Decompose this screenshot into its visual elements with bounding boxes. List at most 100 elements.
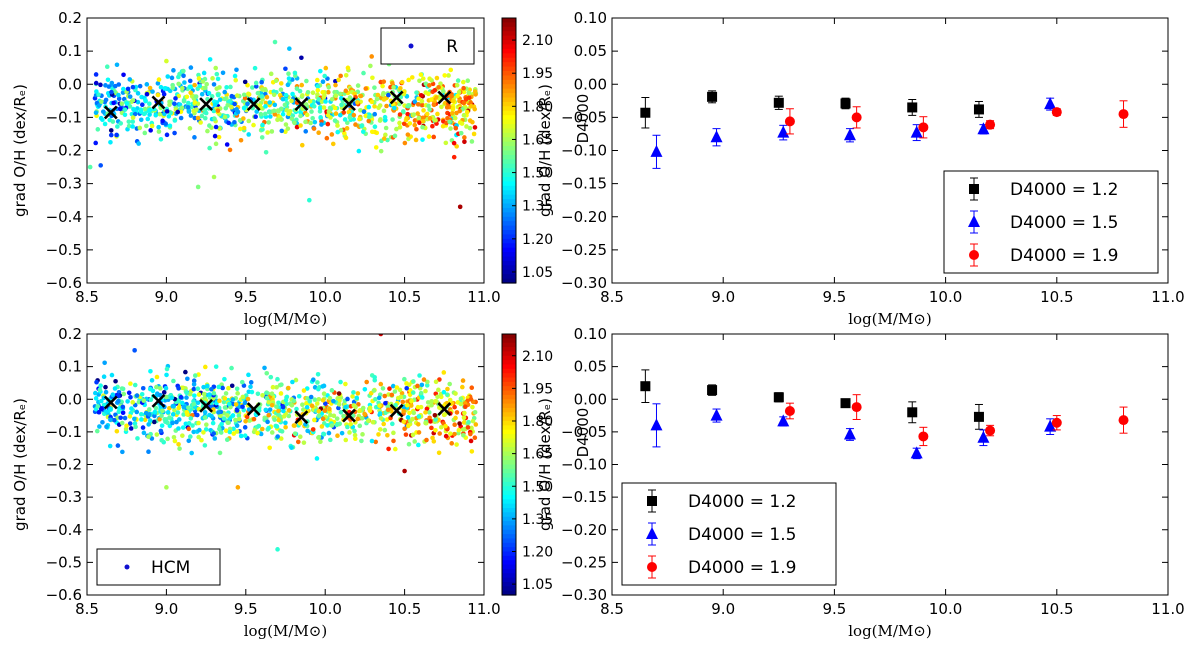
data-point	[98, 82, 103, 88]
data-point	[269, 391, 275, 396]
data-point	[310, 115, 315, 121]
data-point	[353, 436, 358, 442]
data-point	[369, 54, 374, 59]
colorbar-segment	[502, 230, 516, 236]
data-point	[268, 71, 274, 77]
data-point	[220, 70, 226, 76]
data-point	[472, 125, 478, 130]
data-point	[243, 418, 248, 424]
legend-label: D4000 = 1.5	[1010, 213, 1118, 233]
data-point	[161, 91, 167, 97]
data-point	[115, 124, 120, 129]
data-point	[345, 65, 351, 71]
colorbar-segment	[502, 106, 516, 112]
data-point	[100, 419, 105, 425]
colorbar-segment	[502, 40, 516, 46]
data-point	[99, 99, 104, 104]
colorbar-top: 1.05 1.20 1.35 1.50 1.65 1.80 1.95 2.10 D4000	[501, 17, 592, 284]
data-point	[310, 90, 316, 95]
marker	[985, 425, 996, 436]
data-point	[194, 107, 199, 113]
data-point	[233, 402, 239, 407]
data-point	[428, 419, 433, 424]
data-point	[258, 111, 264, 117]
data-point	[285, 82, 291, 88]
colorbar-tick-label: 1.35	[522, 199, 553, 215]
data-point	[147, 101, 152, 107]
colorbar-segment	[502, 403, 516, 409]
data-point	[265, 419, 270, 425]
data-point	[331, 413, 337, 419]
data-point	[407, 121, 413, 126]
colorbar-segment	[502, 360, 516, 366]
data-point	[263, 104, 268, 109]
data-point	[443, 423, 448, 429]
data-point	[218, 430, 224, 435]
data-point	[170, 412, 176, 417]
data-point	[247, 418, 252, 423]
data-point	[291, 423, 297, 428]
marker	[773, 97, 784, 108]
data-point	[343, 437, 349, 443]
data-point	[444, 105, 450, 110]
data-point	[364, 379, 369, 385]
data-point	[239, 379, 245, 385]
data-point	[152, 409, 158, 415]
data-point	[357, 423, 363, 429]
x-tick-label: 9.5	[822, 288, 846, 306]
data-point	[289, 402, 295, 408]
data-point	[229, 383, 235, 389]
data-point	[191, 429, 196, 435]
data-point	[472, 106, 478, 112]
data-point	[462, 135, 467, 140]
data-point	[102, 121, 108, 127]
data-point	[93, 396, 99, 401]
data-point	[280, 96, 286, 102]
data-point	[116, 82, 122, 87]
data-point	[328, 437, 333, 443]
colorbar-segment	[502, 538, 516, 544]
data-point	[434, 75, 440, 81]
data-point	[258, 431, 264, 437]
data-point	[195, 184, 201, 190]
median-marker	[246, 402, 261, 416]
data-point	[196, 420, 201, 426]
y-tick-label: 0.05	[574, 42, 607, 60]
data-point	[222, 96, 228, 102]
data-point	[112, 83, 118, 89]
data-point	[236, 413, 242, 418]
colorbar-segment	[502, 355, 516, 361]
data-point	[372, 377, 378, 383]
data-point	[773, 95, 784, 110]
y-tick-label: −0.10	[561, 142, 607, 160]
data-point	[274, 404, 279, 409]
data-point	[181, 404, 187, 410]
data-point	[402, 426, 407, 432]
data-point	[294, 86, 300, 91]
data-point	[262, 365, 267, 371]
data-point	[329, 388, 335, 393]
colorbar-label: D4000	[574, 94, 592, 144]
data-point	[448, 126, 453, 131]
data-point	[266, 425, 271, 431]
y-tick-label: −0.05	[561, 423, 607, 441]
data-point	[232, 119, 237, 125]
data-point	[196, 392, 202, 397]
data-point	[109, 80, 115, 86]
data-point	[449, 93, 454, 99]
data-point	[408, 403, 414, 408]
data-point	[462, 401, 468, 406]
data-point	[94, 428, 100, 434]
data-point	[373, 439, 379, 445]
legend-marker	[969, 250, 979, 260]
data-point	[108, 128, 114, 133]
data-point	[150, 388, 156, 394]
data-point	[283, 129, 288, 135]
colorbar-segment	[502, 421, 516, 426]
series-square	[640, 90, 984, 129]
legend-box	[96, 548, 221, 586]
data-point	[357, 116, 362, 122]
data-point	[427, 107, 432, 112]
data-point	[285, 126, 291, 131]
median-marker	[199, 97, 214, 112]
